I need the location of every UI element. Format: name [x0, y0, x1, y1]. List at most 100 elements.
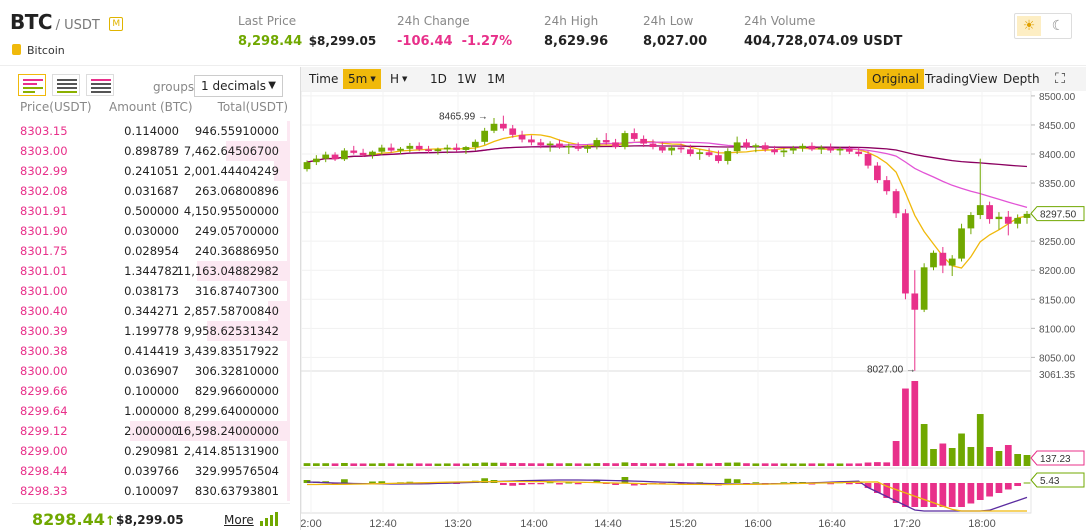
ask-total: 8,299.64000000 [183, 404, 279, 418]
order-book-footer: 8298.44↑ $8,299.05 More [12, 503, 290, 529]
ask-row[interactable]: 8302.08 0.031687 263.06800896 [12, 181, 290, 201]
chart-annotations: 8465.99 → 8027.00 → 8297.50 3061.35 137.23 5.… [439, 112, 1085, 488]
ask-row[interactable]: 8299.12 2.000000 16,598.24000000 [12, 421, 290, 441]
ask-row[interactable]: 8301.75 0.028954 240.36886950 [12, 241, 290, 261]
depth-bar [287, 121, 290, 141]
book-both-view-icon[interactable] [18, 74, 46, 96]
candle-body [733, 142, 741, 152]
ask-row[interactable]: 8298.33 0.100097 830.63793801 [12, 481, 290, 501]
candle-body [836, 148, 844, 151]
ask-row[interactable]: 8300.39 1.199778 9,958.62531342 [12, 321, 290, 341]
candle-body [415, 145, 423, 150]
ask-row[interactable]: 8301.91 0.500000 4,150.95500000 [12, 201, 290, 221]
interval-hour[interactable]: H ▼ [385, 69, 412, 89]
candle-body [845, 148, 853, 152]
view-depth[interactable]: Depth [1003, 72, 1040, 86]
moon-icon[interactable]: ☾ [1051, 18, 1065, 34]
volume-bar [546, 463, 554, 466]
ask-price: 8299.64 [20, 404, 68, 418]
volume-bar [986, 447, 993, 466]
ask-row[interactable]: 8302.99 0.241051 2,001.44404249 [12, 161, 290, 181]
ask-row[interactable]: 8300.40 0.344271 2,857.58700840 [12, 301, 290, 321]
volume-bar [341, 462, 348, 466]
candle-body [378, 147, 386, 152]
volume-bar [902, 388, 909, 466]
ask-total: 249.05700000 [194, 224, 279, 238]
candle-body [462, 147, 470, 150]
order-book-toolbar: groups 1 decimals ▼ [12, 71, 290, 99]
ask-total: 9,958.62531342 [183, 324, 279, 338]
ask-total: 16,598.24000000 [176, 424, 279, 438]
x-tick-label: 17:20 [893, 518, 921, 530]
interval-5m[interactable]: 5m ▼ [343, 69, 381, 89]
more-link[interactable]: More [224, 513, 254, 527]
depth-bar [287, 441, 290, 461]
volume-bar [789, 463, 797, 466]
candle-body [322, 154, 330, 159]
volume-bar [1023, 455, 1031, 466]
view-tradingview[interactable]: TradingView [925, 72, 998, 86]
ask-row[interactable]: 8298.44 0.039766 329.99576504 [12, 461, 290, 481]
macd-bar [958, 483, 965, 507]
interval-1w[interactable]: 1W [457, 72, 477, 86]
candle-body [584, 146, 591, 149]
interval-1d[interactable]: 1D [430, 72, 447, 86]
sun-icon[interactable]: ☀ [1017, 16, 1041, 36]
macd-bar [602, 483, 610, 484]
macd-bar [1004, 483, 1012, 490]
x-tick-label: 16:40 [818, 518, 846, 530]
ask-row[interactable]: 8300.00 0.036907 306.32810000 [12, 361, 290, 381]
ask-row[interactable]: 8300.38 0.414419 3,439.83517922 [12, 341, 290, 361]
candle-body [490, 123, 498, 131]
fullscreen-icon[interactable]: ⛶ [1055, 71, 1065, 87]
macd-bar [967, 483, 975, 504]
dropdown-icon: ▼ [402, 75, 408, 83]
ask-row[interactable]: 8301.90 0.030000 249.05700000 [12, 221, 290, 241]
ask-row[interactable]: 8301.00 0.038173 316.87407300 [12, 281, 290, 301]
ask-row[interactable]: 8301.01 1.344782 11,163.04882982 [12, 261, 290, 281]
ask-total: 2,857.58700840 [183, 304, 279, 318]
time-label[interactable]: Time [309, 72, 339, 86]
candle-body [1014, 217, 1022, 224]
x-tick-label: 15:20 [669, 518, 697, 530]
volume-bar [640, 463, 647, 466]
volume-bar [565, 463, 573, 466]
interval-1m[interactable]: 1M [487, 72, 505, 86]
depth-bar [287, 241, 290, 261]
decimals-select[interactable]: 1 decimals ▼ [194, 75, 283, 97]
macd-bar [612, 483, 619, 485]
ask-row[interactable]: 8299.64 1.000000 8,299.64000000 [12, 401, 290, 421]
volume-bar [593, 463, 601, 466]
depth-bar [287, 401, 290, 421]
change-value: -106.44 [397, 34, 453, 49]
ask-row[interactable]: 8299.00 0.290981 2,414.85131900 [12, 441, 290, 461]
volume-bar [958, 433, 965, 466]
candle-body [481, 130, 489, 142]
book-bids-view-icon[interactable] [52, 74, 80, 96]
candle-body [855, 151, 863, 155]
depth-bar [287, 361, 290, 381]
ask-price: 8303.15 [20, 124, 68, 138]
candlestick-chart[interactable]: 8500.008450.008400.008350.008300.008250.… [301, 91, 1086, 530]
ask-total: 830.63793801 [194, 484, 279, 498]
low-value: 8,027.00 [643, 34, 708, 49]
view-original[interactable]: Original [867, 69, 924, 89]
ask-row[interactable]: 8303.15 0.114000 946.55910000 [12, 121, 290, 141]
last-price-label: Last Price [238, 14, 297, 28]
high-stat: 24h High 8,629.96 [544, 14, 608, 49]
chart-grid [301, 91, 1032, 514]
ask-row[interactable]: 8303.00 0.898789 7,462.64506700 [12, 141, 290, 161]
candle-body [705, 152, 713, 156]
volume-bar [911, 381, 919, 466]
coin-name[interactable]: Bitcoin [12, 44, 65, 57]
low-stat: 24h Low 8,027.00 [643, 14, 707, 49]
candle-body [537, 142, 545, 146]
ask-row[interactable]: 8299.66 0.100000 829.96600000 [12, 381, 290, 401]
candle-body [443, 147, 451, 150]
macd-panel [303, 477, 1031, 512]
x-tick-label: 14:00 [520, 518, 548, 530]
ask-total: 2,414.85131900 [183, 444, 279, 458]
y-tick-label: 8150.00 [1039, 295, 1076, 306]
book-asks-view-icon[interactable] [86, 74, 114, 96]
macd-tag: 5.43 [1040, 476, 1060, 487]
